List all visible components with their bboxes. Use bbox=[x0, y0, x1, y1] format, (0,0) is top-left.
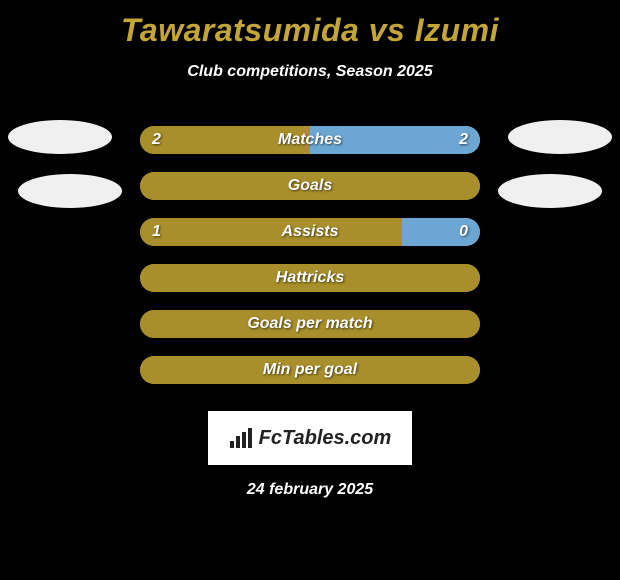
stats-container: Matches 2 2 Goals Assists 1 0 Hattricks Goals pe… bbox=[0, 117, 620, 393]
stat-row: Hattricks bbox=[0, 255, 620, 301]
logo-box: FcTables.com bbox=[208, 411, 412, 465]
stat-row: Matches 2 2 bbox=[0, 117, 620, 163]
bar-label: Goals per match bbox=[247, 315, 372, 333]
bar-track: Assists 1 0 bbox=[140, 218, 480, 246]
bar-track: Goals per match bbox=[140, 310, 480, 338]
bar-track: Min per goal bbox=[140, 356, 480, 384]
bar-track: Goals bbox=[140, 172, 480, 200]
subtitle: Club competitions, Season 2025 bbox=[0, 63, 620, 81]
stat-row: Min per goal bbox=[0, 347, 620, 393]
bar-right bbox=[402, 218, 480, 246]
bar-label: Assists bbox=[282, 223, 339, 241]
bar-track: Matches 2 2 bbox=[140, 126, 480, 154]
logo-label: FcTables.com bbox=[259, 427, 392, 450]
bar-label: Goals bbox=[288, 177, 332, 195]
logo-text: FcTables.com bbox=[229, 427, 392, 450]
value-right: 2 bbox=[459, 131, 468, 149]
bar-track: Hattricks bbox=[140, 264, 480, 292]
bar-label: Matches bbox=[278, 131, 342, 149]
stat-row: Assists 1 0 bbox=[0, 209, 620, 255]
chart-icon bbox=[229, 427, 255, 449]
date: 24 february 2025 bbox=[0, 481, 620, 499]
bar-label: Hattricks bbox=[276, 269, 344, 287]
stat-row: Goals bbox=[0, 163, 620, 209]
value-right: 0 bbox=[459, 223, 468, 241]
value-left: 1 bbox=[152, 223, 161, 241]
bar-label: Min per goal bbox=[263, 361, 357, 379]
stat-row: Goals per match bbox=[0, 301, 620, 347]
bar-left bbox=[140, 218, 402, 246]
page-title: Tawaratsumida vs Izumi bbox=[0, 0, 620, 49]
value-left: 2 bbox=[152, 131, 161, 149]
